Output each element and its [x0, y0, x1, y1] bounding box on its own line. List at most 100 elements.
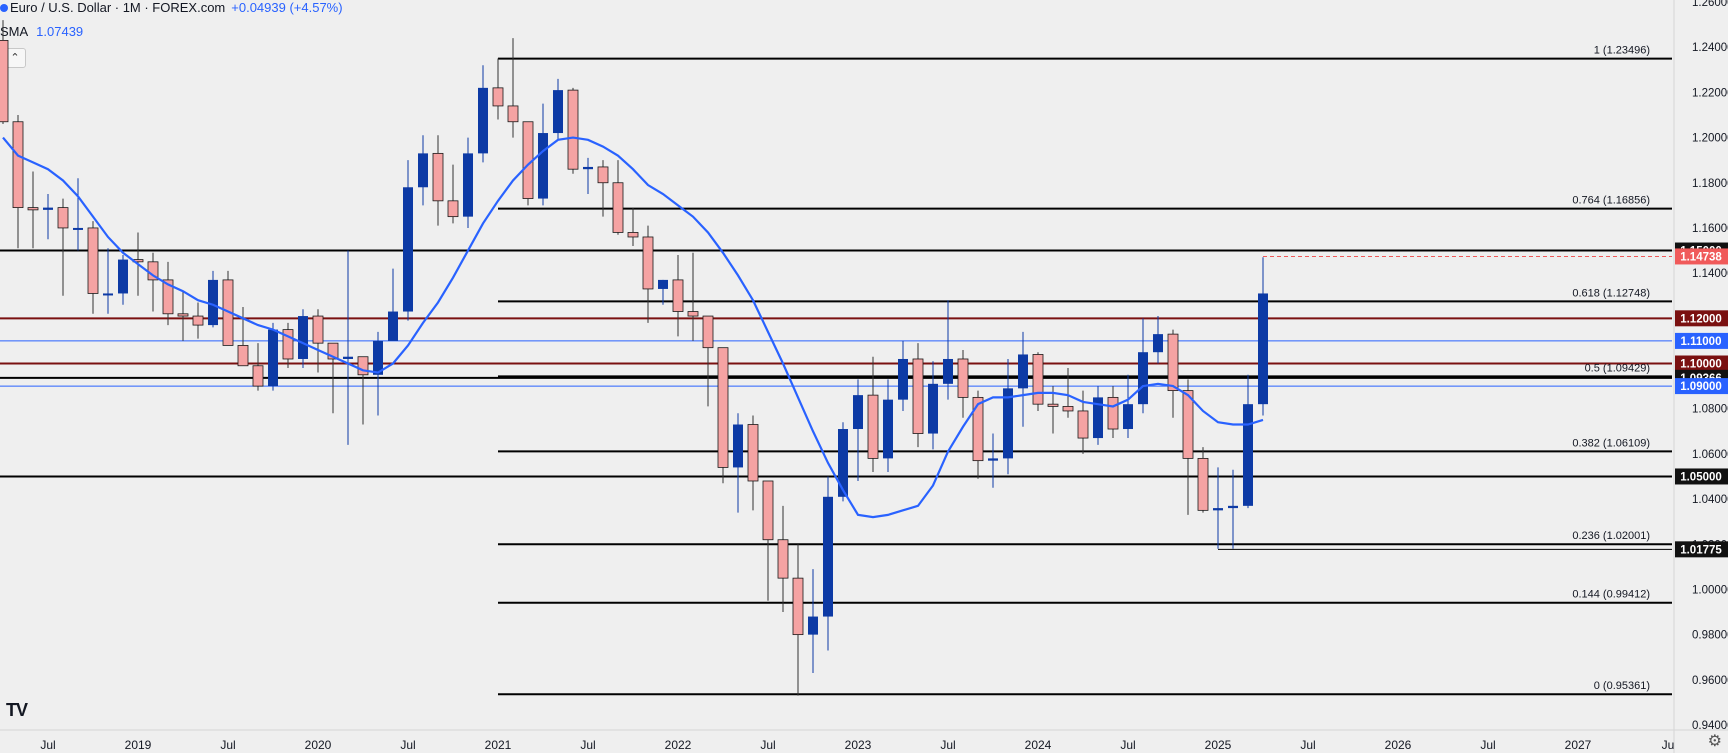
candle-body — [1077, 410, 1089, 439]
candle-body — [57, 207, 69, 229]
x-tick-label: 2020 — [305, 738, 332, 752]
x-tick-label: 2024 — [1025, 738, 1052, 752]
x-tick-label: Jul — [1480, 738, 1495, 752]
fib-level-label: 0.236 (1.02001) — [1572, 530, 1650, 542]
candle-body — [1153, 334, 1163, 353]
candle-body — [357, 356, 369, 376]
symbol-title[interactable]: Euro / U.S. Dollar · 1M · FOREX.com — [10, 0, 226, 15]
candle-body — [162, 279, 174, 315]
candle-body — [658, 279, 668, 289]
y-tick-label: 1.20000 — [1692, 133, 1728, 145]
candle-body — [418, 153, 428, 188]
candle-body — [268, 329, 278, 387]
x-tick-label: 2025 — [1205, 738, 1232, 752]
candle-body — [898, 358, 908, 400]
x-tick-label: Jul — [400, 738, 415, 752]
tradingview-logo-icon[interactable]: TV — [6, 700, 28, 720]
x-tick-label: 2019 — [125, 738, 152, 752]
candle-body — [553, 90, 563, 134]
fib-level-label: 0.144 (0.99412) — [1572, 589, 1650, 601]
x-tick-label: Jul — [40, 738, 55, 752]
x-tick-label: 2026 — [1385, 738, 1412, 752]
candle-body — [823, 496, 833, 617]
candle-body — [777, 539, 789, 579]
candle-body — [1243, 404, 1253, 506]
candle-body — [327, 342, 339, 360]
candle-body — [808, 616, 818, 635]
y-tick-label: 1.18000 — [1692, 178, 1728, 190]
candle-body — [103, 293, 113, 296]
candle-body — [762, 480, 774, 541]
candle-body — [373, 340, 383, 375]
y-tick-label: 1.24000 — [1692, 42, 1728, 54]
x-tick-label: Jul — [220, 738, 235, 752]
candle-body — [1123, 404, 1133, 430]
candle-body — [867, 394, 879, 459]
candle-body — [1197, 457, 1209, 511]
fib-level-label: 0.5 (1.09429) — [1585, 362, 1650, 374]
sma-legend[interactable]: SMA 1.07439 — [0, 24, 83, 39]
candle-body — [208, 279, 218, 326]
candle-body — [672, 279, 684, 312]
y-tick-label: 1.26000 — [1692, 0, 1728, 9]
y-tick-label: 0.98000 — [1692, 630, 1728, 642]
candle-body — [1167, 333, 1179, 392]
candle-body — [343, 356, 353, 359]
candle-body — [1138, 352, 1148, 405]
candle-body — [177, 313, 189, 317]
x-tick-label: Jul — [1120, 738, 1135, 752]
candle-body — [1093, 397, 1103, 439]
x-tick-label: Ju — [1662, 738, 1675, 752]
fib-level-label: 0 (0.95361) — [1594, 680, 1650, 692]
level-badge: 1.05000 — [1680, 471, 1722, 483]
candle-body — [0, 40, 9, 123]
support-badge-bg — [1675, 541, 1728, 558]
chart-header: Euro / U.S. Dollar · 1M · FOREX.com +0.04… — [0, 0, 343, 15]
x-tick-label: Jul — [580, 738, 595, 752]
level-badge-bg — [1675, 332, 1728, 349]
candle-body — [118, 259, 128, 294]
candle-body — [282, 329, 294, 360]
candle-body — [538, 133, 548, 199]
sma-label: SMA — [0, 24, 29, 39]
current-price-badge-bg — [1675, 248, 1728, 265]
candle-body — [478, 87, 488, 154]
eu-flag-icon — [0, 4, 8, 12]
candle-body — [627, 232, 639, 238]
candle-body — [733, 424, 743, 468]
candle-body — [1003, 388, 1013, 459]
x-tick-label: Jul — [1300, 738, 1315, 752]
candle-body — [298, 316, 308, 359]
y-tick-label: 1.16000 — [1692, 223, 1728, 235]
support-badge: 1.01775 — [1680, 544, 1722, 556]
x-tick-label: Jul — [940, 738, 955, 752]
candle-body — [1258, 293, 1268, 405]
level-badge: 1.11000 — [1681, 336, 1722, 348]
candle-body — [883, 399, 893, 459]
level-badge: 1.12000 — [1680, 313, 1722, 325]
candle-body — [928, 383, 938, 434]
level-badge-bg — [1675, 468, 1728, 485]
current-price-badge: 1.14738 — [1680, 251, 1722, 263]
candle-body — [192, 315, 204, 326]
candle-body — [567, 89, 579, 170]
candle-body — [312, 315, 324, 344]
x-tick-label: 2023 — [845, 738, 872, 752]
candle-body — [447, 200, 459, 218]
candle-body — [43, 207, 53, 210]
candle-body — [612, 182, 624, 233]
x-tick-label: 2027 — [1565, 738, 1592, 752]
y-tick-label: 1.22000 — [1692, 87, 1728, 99]
x-tick-label: 2021 — [485, 738, 512, 752]
candle-body — [1182, 390, 1194, 459]
candle-body — [838, 429, 848, 497]
level-badge-bg — [1675, 310, 1728, 327]
candle-body — [73, 227, 83, 230]
y-tick-label: 1.14000 — [1692, 268, 1728, 280]
candle-body — [432, 152, 444, 202]
sma-value: 1.07439 — [36, 24, 84, 39]
gear-icon[interactable]: ⚙ — [1707, 733, 1722, 750]
